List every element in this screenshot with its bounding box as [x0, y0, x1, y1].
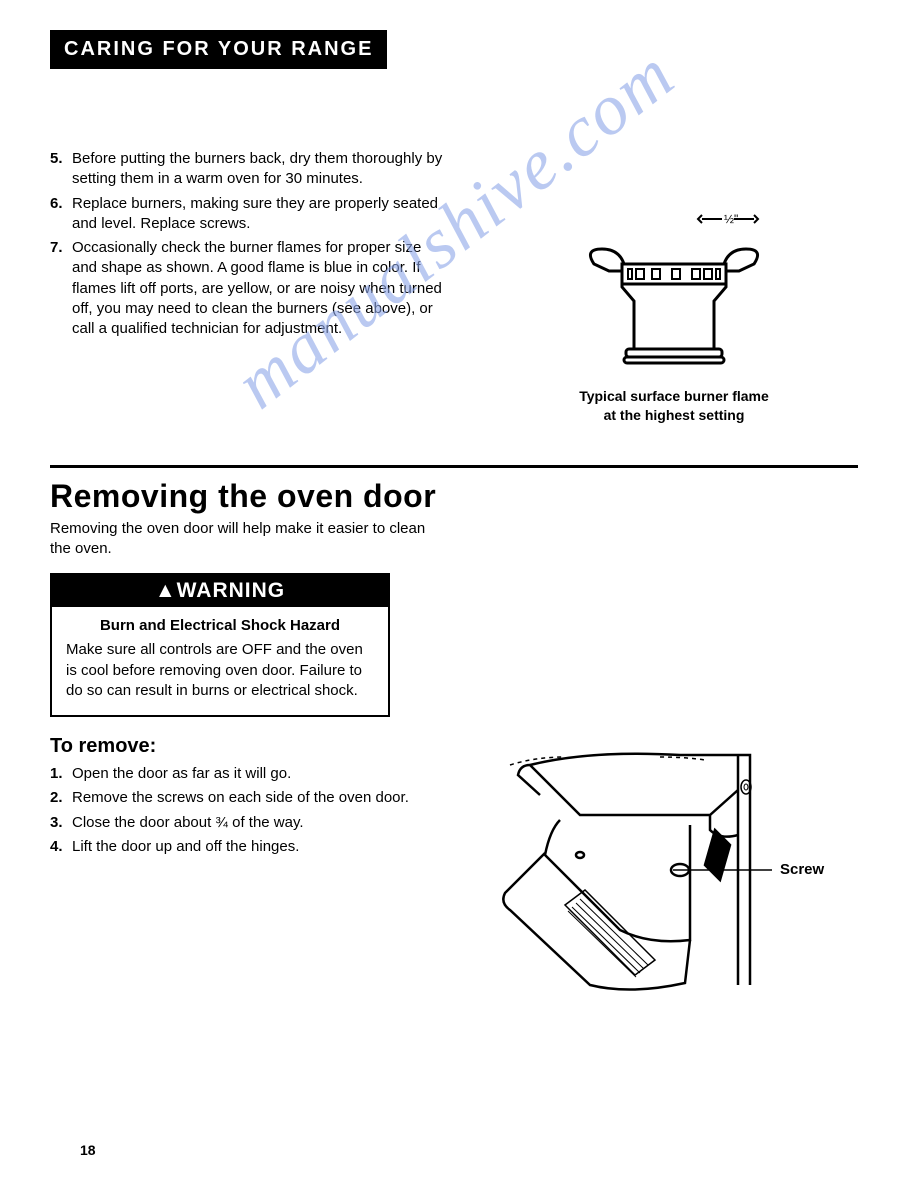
list-item: 6.Replace burners, making sure they are …	[50, 194, 450, 235]
page-header-bar: CARING FOR YOUR RANGE	[50, 30, 387, 69]
list-item: 2.Remove the screws on each side of the …	[50, 788, 450, 808]
item-text: Open the door as far as it will go.	[72, 764, 291, 784]
remove-heading: To remove:	[50, 735, 450, 758]
item-text: Before putting the burners back, dry the…	[72, 149, 450, 190]
section-title: Removing the oven door	[50, 478, 858, 515]
warning-subhead: Burn and Electrical Shock Hazard	[52, 607, 388, 640]
section-divider	[50, 465, 858, 468]
figure-caption-line2: at the highest setting	[579, 406, 769, 425]
item-text: Close the door about ¾ of the way.	[72, 813, 304, 833]
item-number: 3.	[50, 813, 72, 833]
warning-header: ▲WARNING	[52, 575, 388, 607]
dimension-label: ½"	[724, 212, 738, 226]
list-item: 4.Lift the door up and off the hinges.	[50, 837, 450, 857]
oven-door-diagram	[490, 735, 820, 995]
item-number: 2.	[50, 788, 72, 808]
item-text: Occasionally check the burner flames for…	[72, 238, 450, 339]
warning-box: ▲WARNING Burn and Electrical Shock Hazar…	[50, 573, 390, 717]
section-subtitle: Removing the oven door will help make it…	[50, 519, 430, 560]
item-text: Replace burners, making sure they are pr…	[72, 194, 450, 235]
page-number: 18	[80, 1142, 96, 1158]
item-number: 1.	[50, 764, 72, 784]
item-number: 6.	[50, 194, 72, 235]
top-instruction-list: 5.Before putting the burners back, dry t…	[50, 149, 450, 339]
list-item: 7.Occasionally check the burner flames f…	[50, 238, 450, 339]
warning-body: Make sure all controls are OFF and the o…	[52, 640, 388, 715]
list-item: 1.Open the door as far as it will go.	[50, 764, 450, 784]
screw-label: Screw	[780, 861, 824, 878]
remove-instruction-list: 1.Open the door as far as it will go. 2.…	[50, 764, 450, 857]
list-item: 5.Before putting the burners back, dry t…	[50, 149, 450, 190]
list-item: 3.Close the door about ¾ of the way.	[50, 813, 450, 833]
item-text: Remove the screws on each side of the ov…	[72, 788, 409, 808]
burner-diagram: ½"	[574, 209, 774, 379]
figure-caption-line1: Typical surface burner flame	[579, 387, 769, 406]
item-number: 7.	[50, 238, 72, 339]
item-number: 4.	[50, 837, 72, 857]
item-text: Lift the door up and off the hinges.	[72, 837, 299, 857]
item-number: 5.	[50, 149, 72, 190]
